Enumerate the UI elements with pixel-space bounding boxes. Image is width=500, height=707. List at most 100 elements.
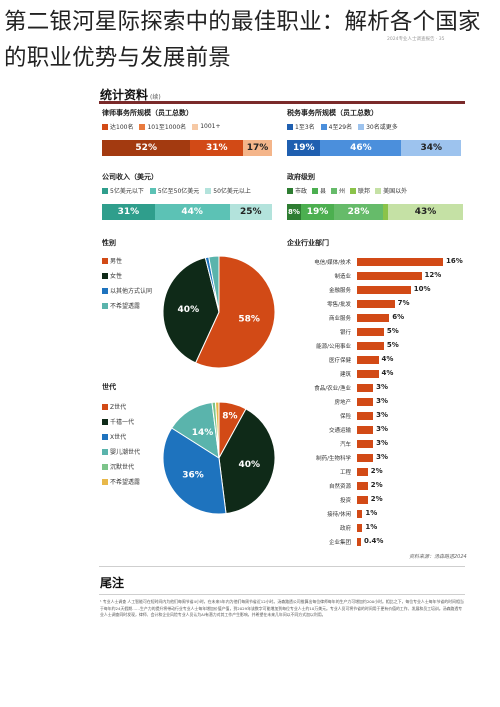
bar xyxy=(357,468,368,476)
pie-slice xyxy=(162,427,227,515)
gov-level-bar: 8% 19% 28% 43% xyxy=(287,204,463,220)
section-divider xyxy=(99,101,465,104)
bar xyxy=(357,300,395,308)
legend-item: 5亿美元以下 xyxy=(102,186,144,195)
legend-item: 州 xyxy=(331,186,345,195)
bar-segment xyxy=(382,204,389,220)
pie-label: 36% xyxy=(182,471,204,481)
legend-item: 5亿至50亿美元 xyxy=(149,186,199,195)
bar-value-label: 3% xyxy=(376,453,389,461)
bar-value-label: 5% xyxy=(386,327,399,335)
bar-category-label: 电信/媒体/技术 xyxy=(314,260,351,266)
swatch xyxy=(102,287,108,294)
page-title: 第二银河星际探索中的最佳职业：解析各个国家的职业优势与发展前景 xyxy=(4,9,481,71)
bar-segment: 28% xyxy=(334,204,383,220)
revenue-panel: 公司收入（美元） 5亿美元以下 5亿至50亿美元 50亿美元以上 xyxy=(102,172,282,195)
gender-title: 性别 xyxy=(102,239,116,247)
bar xyxy=(357,496,368,504)
bar xyxy=(357,384,374,392)
swatch xyxy=(102,433,108,440)
bar-value-label: 12% xyxy=(424,271,442,279)
bar xyxy=(357,258,443,266)
swatch xyxy=(205,187,212,194)
swatch xyxy=(102,123,108,130)
source-note: 资料来源：汤森路透2024 xyxy=(409,554,467,560)
generation-pie-chart: 8% 40% 36% 14% xyxy=(162,401,276,515)
bar-category-label: 建筑 xyxy=(339,372,351,378)
bar xyxy=(357,482,368,490)
bar-category-label: 企业集团 xyxy=(328,540,351,546)
legend-item: X世代 xyxy=(102,432,140,441)
legend-item: 30名或更多 xyxy=(358,122,398,131)
bar xyxy=(357,286,411,294)
bar-value-label: 10% xyxy=(413,285,431,293)
bar-value-label: 1% xyxy=(365,523,378,531)
bar-category-label: 商业服务 xyxy=(328,316,351,322)
bar xyxy=(357,538,361,546)
bar-segment: 25% xyxy=(229,204,272,220)
bar xyxy=(357,510,363,518)
swatch xyxy=(331,187,338,194)
legend-item: 美国以外 xyxy=(375,186,407,195)
legend-item: 男性 xyxy=(102,256,152,265)
bar-segment: 31% xyxy=(102,204,155,220)
pie-label: 14% xyxy=(192,428,214,438)
bar-segment: 19% xyxy=(300,204,335,220)
bar-segment: 44% xyxy=(154,204,230,220)
bar-segment: 52% xyxy=(102,140,191,156)
revenue-bar: 31% 44% 25% xyxy=(102,204,272,220)
swatch xyxy=(139,123,146,130)
legend-item: 女性 xyxy=(102,271,152,280)
bar xyxy=(357,370,379,378)
bar-value-label: 3% xyxy=(376,425,389,433)
firm-size-title: 律师事务所规模（员工总数） xyxy=(102,109,193,117)
bar xyxy=(357,272,422,280)
section-title: 统计资料 (续) xyxy=(100,88,161,102)
tax-size-panel: 税务事务所规模（员工总数） 1至3名 4至29名 30名或更多 xyxy=(287,108,467,131)
bar-segment: 17% xyxy=(243,140,272,156)
bar xyxy=(357,440,374,448)
swatch xyxy=(358,123,365,130)
divider xyxy=(99,566,465,567)
gov-level-title: 政府级别 xyxy=(287,173,315,181)
pie-slice xyxy=(214,401,220,459)
pie-label: 8% xyxy=(222,412,237,422)
swatch xyxy=(320,123,327,130)
bar-category-label: 保险 xyxy=(339,414,351,420)
bar-category-label: 接待/休闲 xyxy=(327,512,351,518)
swatch xyxy=(350,187,357,194)
legend-item: 不希望透露 xyxy=(102,301,152,310)
bar-value-label: 7% xyxy=(397,299,410,307)
bar xyxy=(357,328,384,336)
bar-segment: 46% xyxy=(320,140,402,156)
firm-size-legend: 达100名 101至1000名 1001+ xyxy=(102,122,282,131)
bar-value-label: 6% xyxy=(392,313,405,321)
swatch xyxy=(102,403,108,410)
revenue-legend: 5亿美元以下 5亿至50亿美元 50亿美元以上 xyxy=(102,186,282,195)
pie-slice xyxy=(194,255,276,369)
swatch xyxy=(287,123,293,130)
endnotes-title: 尾注 xyxy=(100,576,125,590)
bar-value-label: 4% xyxy=(381,355,394,363)
firm-size-panel: 律师事务所规模（员工总数） 达100名 101至1000名 1001+ xyxy=(102,108,282,131)
swatch xyxy=(102,448,108,455)
bar-value-label: 5% xyxy=(386,341,399,349)
bar-value-label: 3% xyxy=(376,439,389,447)
bar xyxy=(357,314,390,322)
legend-item: 1001+ xyxy=(192,123,220,130)
pie-label: 40% xyxy=(178,305,200,315)
legend-item: 县 xyxy=(312,186,326,195)
legend-item: 101至1000名 xyxy=(139,122,186,131)
bar xyxy=(357,454,374,462)
bar-category-label: 医疗保健 xyxy=(328,358,351,364)
infographic: 2024专业人士调查报告 · 35 统计资料 (续) 律师事务所规模（员工总数） … xyxy=(87,37,477,626)
swatch xyxy=(102,463,108,470)
gov-level-legend: 市政 县 州 联邦 美国以外 xyxy=(287,186,467,195)
swatch xyxy=(192,123,199,130)
bar-category-label: 交通运输 xyxy=(328,428,351,434)
legend-item: 市政 xyxy=(287,186,307,195)
bar-category-label: 能源/公用事业 xyxy=(316,344,351,350)
swatch xyxy=(102,272,108,279)
bar xyxy=(357,412,374,420)
bar-category-label: 汽车 xyxy=(339,442,351,448)
